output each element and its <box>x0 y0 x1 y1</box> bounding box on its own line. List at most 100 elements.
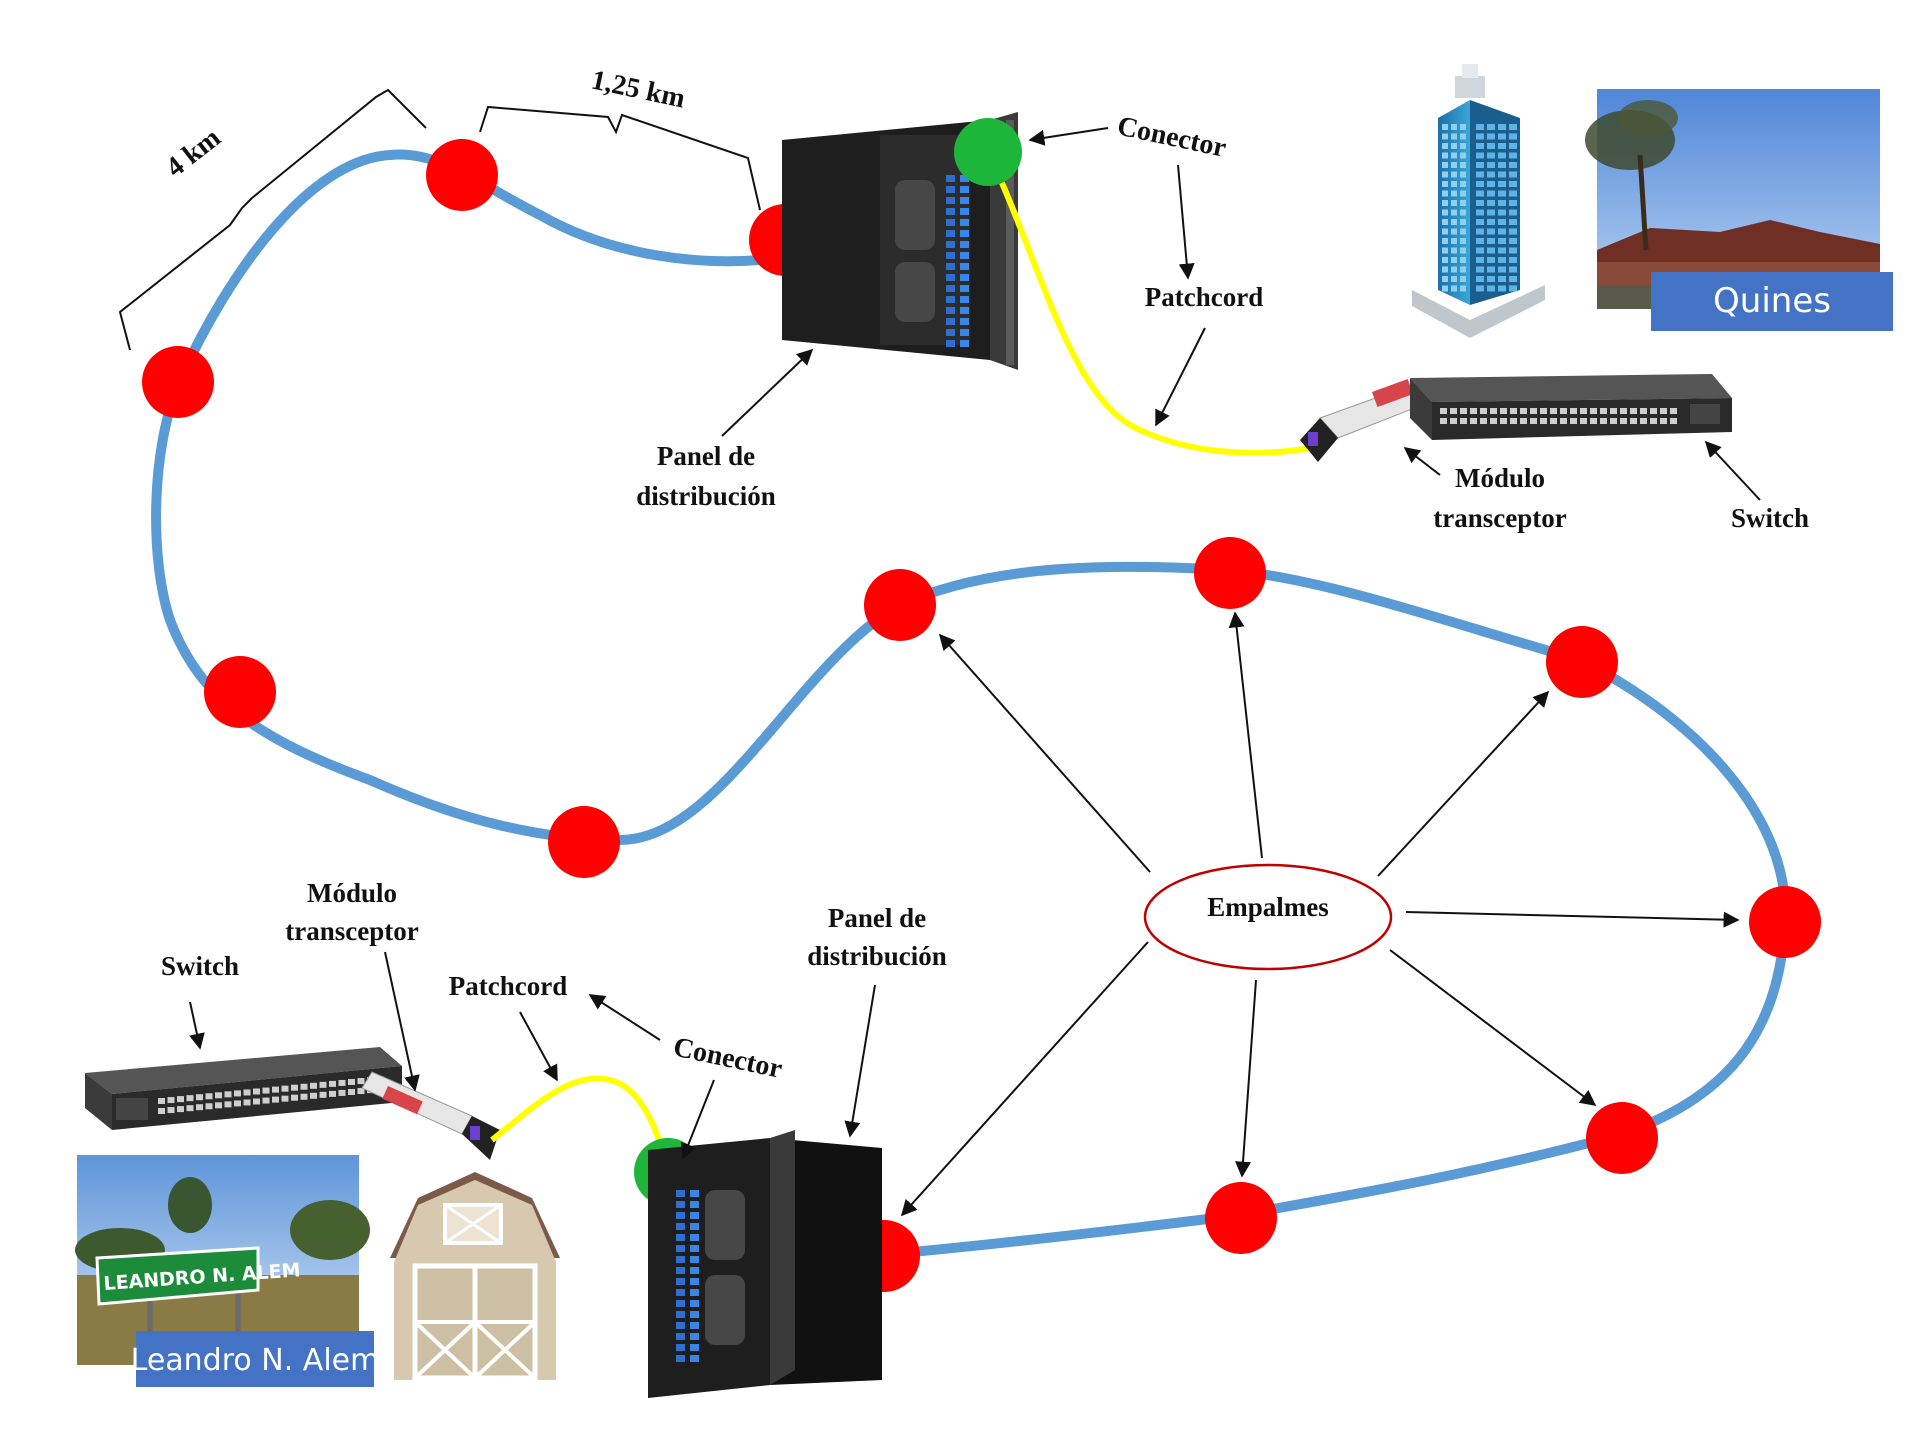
fiber-port <box>960 274 969 281</box>
window <box>1476 276 1484 282</box>
arrow-modulo-bottom <box>384 951 420 1092</box>
arrow-conector-to-patchcord <box>1177 164 1195 280</box>
label-modulo-bottom-line2: transceptor <box>285 916 418 946</box>
fiber-port <box>946 230 955 237</box>
ethernet-port <box>1620 418 1627 424</box>
label-patchcord-top: Patchcord <box>1145 282 1263 312</box>
window <box>1476 266 1484 273</box>
splice-dot <box>1194 537 1266 609</box>
window <box>1509 143 1517 149</box>
window <box>1476 209 1484 216</box>
ethernet-port <box>1460 408 1467 414</box>
ethernet-port <box>272 1086 279 1093</box>
window <box>1451 266 1457 273</box>
window <box>1476 228 1484 235</box>
window <box>1509 162 1517 168</box>
arrow-switch-bottom <box>189 1001 205 1050</box>
ethernet-port <box>243 1099 251 1106</box>
ethernet-port <box>1620 408 1627 414</box>
ethernet-port <box>1490 418 1497 424</box>
ethernet-port <box>272 1096 279 1103</box>
fiber-port <box>690 1300 699 1307</box>
patch-panel-icon <box>782 112 1018 370</box>
label-conector-bottom: Conector <box>671 1032 785 1085</box>
window <box>1487 181 1495 187</box>
ethernet-port <box>1580 408 1587 414</box>
window <box>1460 257 1466 263</box>
ethernet-port <box>1530 418 1537 424</box>
window <box>1476 162 1484 168</box>
fiber-port <box>960 197 969 204</box>
window <box>1509 228 1517 235</box>
window <box>1498 219 1506 225</box>
fiber-port <box>690 1278 699 1285</box>
location-caption-bg <box>1651 272 1893 331</box>
fiber-port <box>690 1201 699 1208</box>
window <box>1451 285 1457 292</box>
fiber-port <box>946 241 955 248</box>
window <box>1487 133 1495 140</box>
fiber-port <box>946 274 955 281</box>
patchcord-cable <box>985 150 1311 456</box>
arrow-conector-top <box>1028 127 1109 146</box>
network-switch-icon <box>1410 374 1732 440</box>
window <box>1498 209 1506 216</box>
window <box>1442 266 1448 273</box>
ethernet-port <box>205 1103 213 1110</box>
splice-dot <box>204 656 276 728</box>
fiber-port <box>690 1333 699 1340</box>
fiber-port <box>676 1333 685 1340</box>
arrow-panel-bottom <box>844 984 876 1138</box>
window <box>1451 190 1457 197</box>
fiber-port <box>690 1289 699 1296</box>
label-panel-top-line2: distribución <box>636 481 776 511</box>
ethernet-port <box>1610 408 1617 414</box>
ethernet-port <box>329 1080 336 1087</box>
ethernet-port <box>1490 408 1497 414</box>
window <box>1476 285 1484 292</box>
arrow-conector-bottom <box>680 1079 715 1160</box>
window <box>1487 171 1495 178</box>
ethernet-port <box>1670 408 1677 414</box>
ethernet-port <box>1640 418 1647 424</box>
window <box>1451 124 1457 130</box>
window <box>1451 152 1457 159</box>
fiber-port <box>690 1245 699 1252</box>
label-modulo-top-line1: Módulo <box>1455 463 1545 493</box>
fiber-port <box>960 307 969 314</box>
ethernet-port <box>186 1105 194 1112</box>
ethernet-port <box>1570 418 1577 424</box>
ethernet-port <box>1640 408 1647 414</box>
window <box>1498 238 1506 244</box>
fiber-port <box>676 1344 685 1351</box>
arrow-panel-top <box>721 348 814 437</box>
window <box>1442 285 1448 292</box>
distance-label-4km: 4 km <box>160 122 226 183</box>
ethernet-port <box>357 1078 365 1085</box>
fiber-port <box>960 329 969 336</box>
fiber-port <box>690 1223 699 1230</box>
fiber-port <box>946 329 955 336</box>
ethernet-port <box>1440 418 1447 424</box>
window <box>1460 143 1466 149</box>
window <box>1451 200 1457 206</box>
fiber-port <box>676 1256 685 1263</box>
ethernet-port <box>186 1095 194 1102</box>
fiber-port <box>676 1245 685 1252</box>
window <box>1509 190 1517 197</box>
window <box>1442 171 1448 178</box>
ethernet-port <box>205 1093 213 1100</box>
ethernet-port <box>1530 408 1537 414</box>
ethernet-port <box>215 1092 222 1099</box>
ethernet-port <box>1520 408 1527 414</box>
window <box>1487 152 1495 159</box>
window <box>1487 247 1495 254</box>
window <box>1476 152 1484 159</box>
ethernet-port <box>1560 408 1567 414</box>
ethernet-port <box>1450 408 1457 414</box>
fiber-port <box>946 208 955 215</box>
fiber-port <box>946 175 955 182</box>
window <box>1442 200 1448 206</box>
arrow-conector-to-patchcord-bottom <box>588 994 661 1041</box>
ethernet-port <box>329 1090 336 1097</box>
